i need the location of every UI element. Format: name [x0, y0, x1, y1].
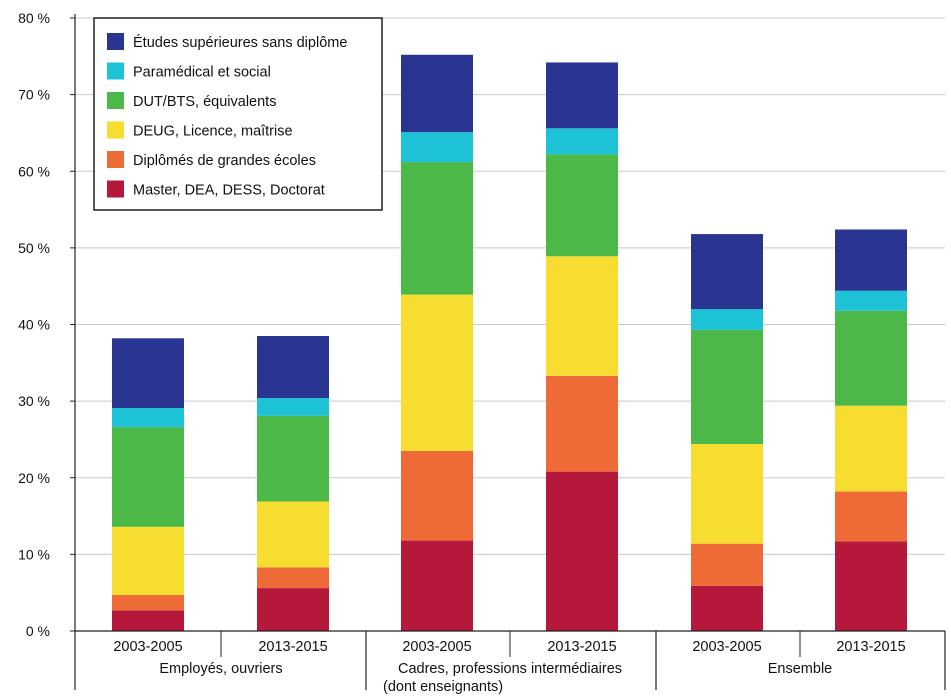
bar-segment	[401, 540, 473, 631]
bar-segment	[257, 588, 329, 631]
bars	[112, 54, 907, 631]
bar-segment	[546, 471, 618, 631]
bar-segment	[546, 128, 618, 155]
legend-box	[93, 17, 383, 211]
bar-segment	[401, 132, 473, 163]
y-tick-label: 50 %	[18, 240, 50, 256]
bar-segment	[835, 541, 907, 631]
y-tick-label: 40 %	[18, 317, 50, 333]
bar-segment	[112, 594, 184, 611]
y-tick-labels: 0 % 10 % 20 % 30 % 40 % 50 % 60 % 70 % 80 %	[18, 10, 75, 639]
bar-segment	[112, 610, 184, 631]
legend-swatch	[107, 92, 124, 109]
axes	[74, 14, 946, 690]
bar-segment	[546, 256, 618, 376]
bar-segment	[691, 309, 763, 330]
bar-segment	[546, 154, 618, 257]
bar-segment	[835, 405, 907, 492]
x-group-label: Cadres, professions intermédiaires	[398, 661, 622, 677]
x-labels: 2003-2005 2013-2015 2003-2005 2013-2015 2003…	[113, 639, 905, 695]
x-group-label: Ensemble	[768, 661, 832, 677]
legend-label: Études supérieures sans diplôme	[133, 34, 347, 51]
legend-swatch	[107, 121, 124, 139]
x-group-label: Employés, ouvriers	[159, 661, 282, 677]
bar-segment	[691, 543, 763, 586]
bar-segment	[546, 62, 618, 129]
bar-segment	[691, 234, 763, 310]
bar-segment	[546, 375, 618, 472]
bar-segment	[691, 585, 763, 631]
y-tick-label: 20 %	[18, 470, 50, 486]
x-category-label: 2003-2005	[113, 639, 182, 655]
legend-swatch	[107, 62, 124, 80]
bar-segment	[257, 501, 329, 568]
x-category-label: 2003-2005	[692, 639, 761, 655]
bar-segment	[112, 526, 184, 595]
bar-segment	[401, 294, 473, 451]
y-tick-label: 0 %	[26, 623, 50, 639]
bar-segment	[112, 408, 184, 428]
y-tick-label: 30 %	[18, 393, 50, 409]
y-tick-label: 80 %	[18, 10, 50, 26]
x-category-label: 2013-2015	[836, 639, 905, 655]
x-group-label: (dont enseignants)	[383, 679, 503, 695]
legend-swatch	[107, 180, 124, 198]
bar-segment	[257, 415, 329, 502]
bar-segment	[691, 444, 763, 544]
bar-segment	[835, 491, 907, 542]
bar-segment	[401, 450, 473, 541]
legend-label: DUT/BTS, équivalents	[133, 94, 276, 110]
legend-swatch	[107, 151, 124, 168]
bar-segment	[835, 310, 907, 406]
bar-segment	[257, 335, 329, 399]
legend-label: Master, DEA, DESS, Doctorat	[133, 183, 325, 199]
y-tick-label: 60 %	[18, 163, 50, 179]
bar-segment	[835, 290, 907, 311]
y-tick-label: 10 %	[18, 546, 50, 562]
legend-label: Paramédical et social	[133, 65, 271, 81]
bar-segment	[691, 329, 763, 445]
x-category-label: 2013-2015	[547, 639, 616, 655]
bar-segment	[112, 427, 184, 527]
bar-segment	[112, 338, 184, 409]
legend: Études supérieures sans diplôme Paramédic…	[93, 17, 383, 211]
bar-segment	[257, 567, 329, 589]
bar-segment	[257, 398, 329, 416]
legend-label: Diplômés de grandes écoles	[133, 153, 316, 169]
bar-segment	[835, 229, 907, 291]
bar-segment	[401, 162, 473, 295]
y-tick-label: 70 %	[18, 87, 50, 103]
legend-swatch	[107, 33, 124, 50]
legend-label: DEUG, Licence, maîtrise	[133, 124, 293, 140]
x-category-label: 2013-2015	[258, 639, 327, 655]
x-category-label: 2003-2005	[402, 639, 471, 655]
bar-segment	[401, 54, 473, 133]
